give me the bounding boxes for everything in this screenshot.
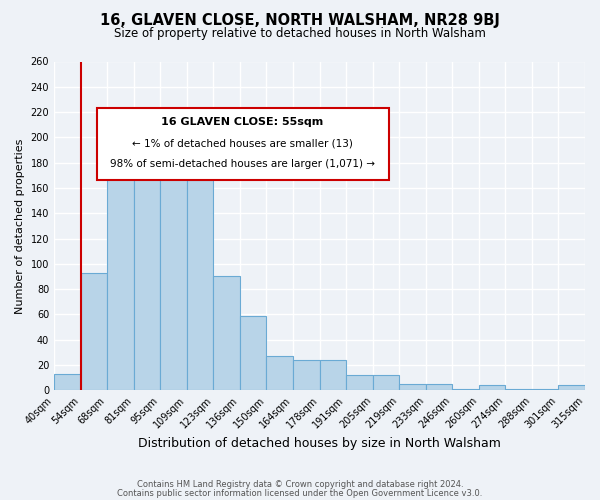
FancyBboxPatch shape xyxy=(97,108,389,180)
Bar xyxy=(532,389,559,390)
Bar xyxy=(134,164,160,390)
Bar xyxy=(214,276,240,390)
Bar xyxy=(54,374,80,390)
Bar xyxy=(160,124,187,390)
Bar xyxy=(240,316,266,390)
Text: 16, GLAVEN CLOSE, NORTH WALSHAM, NR28 9BJ: 16, GLAVEN CLOSE, NORTH WALSHAM, NR28 9B… xyxy=(100,12,500,28)
Bar xyxy=(320,360,346,390)
Bar xyxy=(505,389,532,390)
Bar xyxy=(293,360,320,390)
Text: 98% of semi-detached houses are larger (1,071) →: 98% of semi-detached houses are larger (… xyxy=(110,159,375,169)
Bar xyxy=(479,385,505,390)
Bar xyxy=(373,375,399,390)
Bar xyxy=(559,385,585,390)
X-axis label: Distribution of detached houses by size in North Walsham: Distribution of detached houses by size … xyxy=(138,437,501,450)
Bar xyxy=(266,356,293,390)
Bar xyxy=(107,164,134,390)
Bar xyxy=(187,180,214,390)
Bar xyxy=(399,384,426,390)
Bar xyxy=(346,375,373,390)
Y-axis label: Number of detached properties: Number of detached properties xyxy=(15,138,25,314)
Bar xyxy=(426,384,452,390)
Text: ← 1% of detached houses are smaller (13): ← 1% of detached houses are smaller (13) xyxy=(132,138,353,148)
Bar xyxy=(80,272,107,390)
Text: Size of property relative to detached houses in North Walsham: Size of property relative to detached ho… xyxy=(114,28,486,40)
Text: Contains public sector information licensed under the Open Government Licence v3: Contains public sector information licen… xyxy=(118,488,482,498)
Text: Contains HM Land Registry data © Crown copyright and database right 2024.: Contains HM Land Registry data © Crown c… xyxy=(137,480,463,489)
Text: 16 GLAVEN CLOSE: 55sqm: 16 GLAVEN CLOSE: 55sqm xyxy=(161,117,323,127)
Bar xyxy=(452,389,479,390)
